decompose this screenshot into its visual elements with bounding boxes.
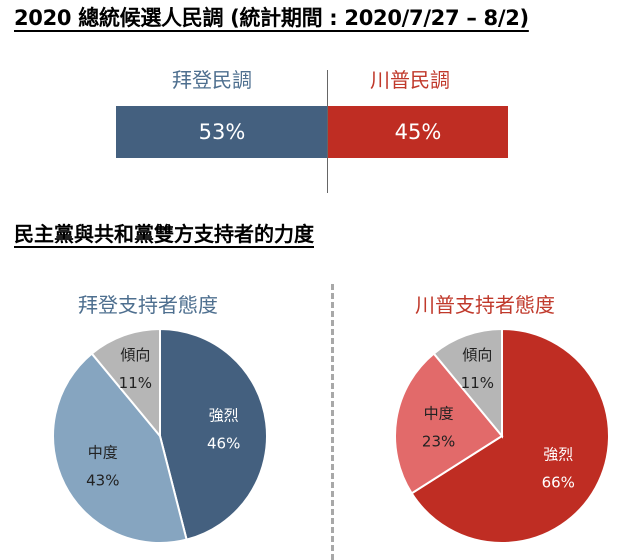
trump-poll-value: 45% (394, 120, 442, 144)
pie-divider (331, 284, 334, 560)
biden-pie-title: 拜登支持者態度 (78, 293, 218, 317)
biden-poll-label: 拜登民調 (172, 68, 252, 92)
section-subtitle: 民主黨與共和黨雙方支持者的力度 (14, 222, 314, 246)
trump-pie-value-moderate: 23% (422, 432, 455, 450)
biden-pie-slice-lean (90, 327, 161, 439)
biden-poll-bar: 53% (116, 106, 328, 158)
center-axis-line (327, 70, 328, 193)
trump-pie-name-moderate: 中度 (424, 404, 454, 422)
trump-pie-value-lean: 11% (461, 374, 494, 392)
biden-pie-value-strong: 46% (207, 434, 240, 452)
trump-pie-name-lean: 傾向 (462, 346, 492, 364)
trump-poll-label: 川普民調 (370, 68, 450, 92)
trump-pie-title: 川普支持者態度 (415, 293, 555, 317)
biden-pie-name-lean: 傾向 (120, 346, 150, 364)
biden-poll-value: 53% (198, 120, 246, 144)
biden-pie-slice-strong (159, 327, 268, 541)
trump-pie-name-strong: 強烈 (543, 445, 573, 463)
trump-pie-value-strong: 66% (542, 473, 575, 491)
biden-pie-slice-moderate (52, 352, 188, 544)
biden-pie-name-moderate: 中度 (88, 444, 118, 462)
chart-title: 2020 總統候選人民調 (統計期間 : 2020/7/27 – 8/2) (14, 6, 529, 30)
biden-pie-value-moderate: 43% (86, 472, 119, 490)
biden-pie-value-lean: 11% (119, 374, 152, 392)
trump-pie-slice-strong (410, 327, 610, 544)
trump-pie-slice-lean (432, 327, 503, 439)
trump-poll-bar: 45% (328, 106, 508, 158)
biden-pie-name-strong: 強烈 (209, 406, 239, 424)
trump-pie-slice-moderate (394, 352, 504, 495)
